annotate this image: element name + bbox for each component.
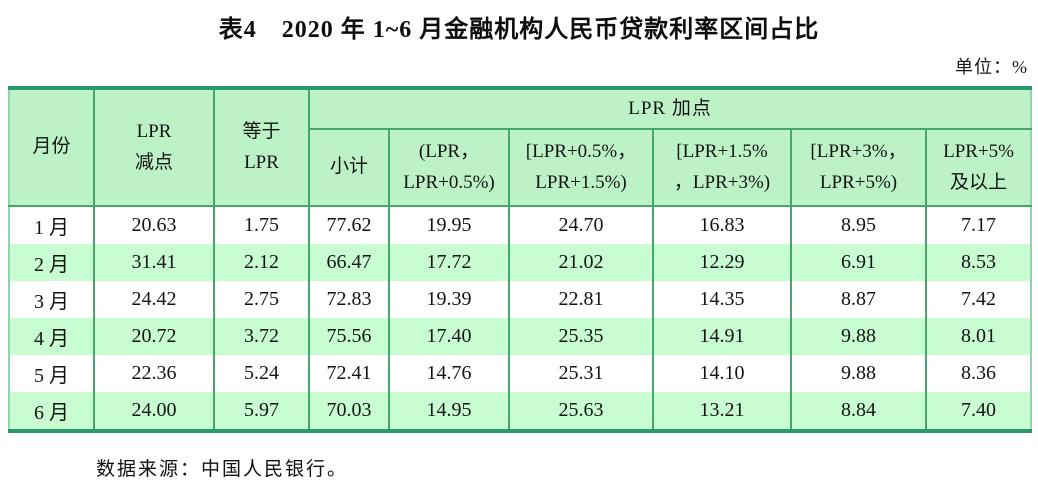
value-cell: 75.56 [308,318,390,355]
col-header-lpr-plus-group: LPR 加点 [307,87,1033,130]
value-cell: 22.81 [508,281,654,318]
value-cell: 14.10 [652,355,792,392]
value-cell: 25.35 [508,318,654,355]
value-cell: 14.35 [652,281,792,318]
month-cell: 6 月 [8,392,95,431]
value-cell: 1.75 [213,206,310,244]
value-cell: 72.83 [308,281,390,318]
month-cell: 1 月 [8,206,95,244]
col-header-range-0-5-1-5: [LPR+0.5%， LPR+1.5%) [508,128,654,207]
table-row-jun: 6 月 24.00 5.97 70.03 14.95 25.63 13.21 8… [8,392,1033,431]
value-cell: 8.95 [790,206,927,244]
value-cell: 20.72 [93,318,215,355]
value-cell: 8.84 [790,392,927,431]
month-cell: 3 月 [8,281,95,318]
col-header-month: 月份 [8,87,95,207]
loan-rate-distribution-table: 月份 LPR 减点 等于 LPR LPR 加点 小计 (LPR， LPR+0.5… [8,86,1033,433]
value-cell: 9.88 [790,318,927,355]
value-cell: 8.36 [924,355,1033,392]
value-cell: 17.40 [388,318,510,355]
col-header-range-lpr-0-5: (LPR， LPR+0.5%) [388,128,510,207]
value-cell: 72.41 [308,355,390,392]
value-cell: 24.70 [508,206,654,244]
value-cell: 22.36 [93,355,215,392]
value-cell: 13.21 [652,392,792,431]
value-cell: 5.24 [213,355,310,392]
value-cell: 14.76 [388,355,510,392]
value-cell: 8.01 [924,318,1033,355]
source-note: 数据来源：中国人民银行。 [96,459,349,480]
value-cell: 17.72 [388,244,510,281]
month-cell: 2 月 [8,244,95,281]
value-cell: 3.72 [213,318,310,355]
value-cell: 21.02 [508,244,654,281]
table-row-mar: 3 月 24.42 2.75 72.83 19.39 22.81 14.35 8… [8,281,1033,318]
value-cell: 9.88 [790,355,927,392]
col-header-range-5-plus: LPR+5% 及以上 [924,128,1033,207]
value-cell: 7.42 [924,281,1033,318]
value-cell: 19.39 [388,281,510,318]
value-cell: 24.42 [93,281,215,318]
value-cell: 25.63 [508,392,654,431]
value-cell: 2.75 [213,281,310,318]
value-cell: 25.31 [508,355,654,392]
col-header-lpr-minus: LPR 减点 [93,87,215,207]
value-cell: 66.47 [308,244,390,281]
value-cell: 7.17 [924,206,1033,244]
value-cell: 31.41 [93,244,215,281]
table-row-apr: 4 月 20.72 3.72 75.56 17.40 25.35 14.91 9… [8,318,1033,355]
value-cell: 16.83 [652,206,792,244]
value-cell: 5.97 [213,392,310,431]
value-cell: 14.91 [652,318,792,355]
value-cell: 19.95 [388,206,510,244]
value-cell: 6.91 [790,244,927,281]
col-header-range-3-5: [LPR+3%， LPR+5%) [790,128,927,207]
col-header-range-1-5-3: [LPR+1.5% ，LPR+3%) [652,128,792,207]
month-cell: 5 月 [8,355,95,392]
value-cell: 8.87 [790,281,927,318]
table-row-may: 5 月 22.36 5.24 72.41 14.76 25.31 14.10 9… [8,355,1033,392]
value-cell: 2.12 [213,244,310,281]
value-cell: 8.53 [924,244,1033,281]
value-cell: 7.40 [924,392,1033,431]
table-row-jan: 1 月 20.63 1.75 77.62 19.95 24.70 16.83 8… [8,206,1033,244]
value-cell: 24.00 [93,392,215,431]
value-cell: 70.03 [308,392,390,431]
table-title: 表4 2020 年 1~6 月金融机构人民币贷款利率区间占比 [218,17,820,43]
value-cell: 77.62 [308,206,390,244]
month-cell: 4 月 [8,318,95,355]
value-cell: 12.29 [652,244,792,281]
col-header-subtotal: 小计 [308,128,390,207]
table-row-feb: 2 月 31.41 2.12 66.47 17.72 21.02 12.29 6… [8,244,1033,281]
unit-label: 单位：% [955,57,1028,77]
col-header-equal-lpr: 等于 LPR [213,87,310,207]
value-cell: 14.95 [388,392,510,431]
value-cell: 20.63 [93,206,215,244]
